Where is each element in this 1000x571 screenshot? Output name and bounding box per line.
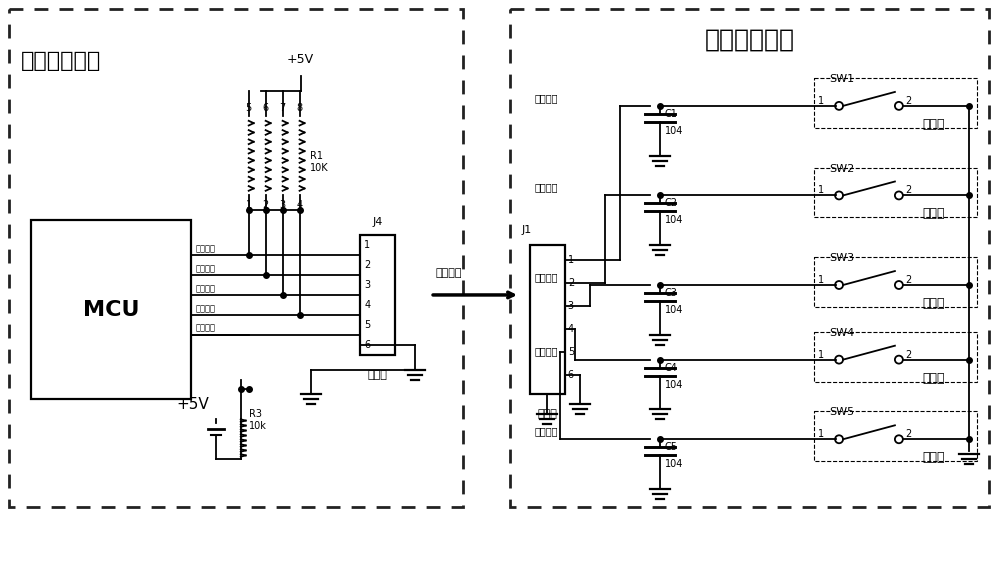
- Text: 2: 2: [263, 200, 269, 211]
- Text: 1: 1: [818, 275, 824, 285]
- Text: 1: 1: [364, 240, 371, 250]
- Text: 4: 4: [568, 324, 574, 334]
- Bar: [814, 257, 977, 307]
- Text: 2: 2: [905, 349, 911, 360]
- Text: R1: R1: [310, 151, 323, 160]
- Text: 干簧管: 干簧管: [923, 451, 945, 464]
- Text: R3: R3: [249, 409, 262, 419]
- Text: SW3: SW3: [829, 253, 854, 263]
- Text: 远程控制: 远程控制: [535, 272, 558, 282]
- Text: 104: 104: [665, 126, 683, 136]
- Text: 接插键: 接插键: [368, 369, 388, 380]
- Text: 8: 8: [296, 103, 303, 113]
- Text: SW4: SW4: [829, 328, 854, 337]
- Text: 104: 104: [665, 459, 683, 469]
- Bar: [530, 245, 565, 395]
- Text: +5V: +5V: [176, 397, 209, 412]
- Text: 5: 5: [364, 320, 371, 330]
- Text: +5V: +5V: [287, 53, 314, 66]
- Text: 2: 2: [905, 186, 911, 195]
- Text: 远程控制: 远程控制: [196, 284, 216, 293]
- Text: C5: C5: [665, 442, 678, 452]
- Bar: [814, 332, 977, 381]
- Bar: [814, 411, 977, 461]
- Text: 2: 2: [568, 278, 574, 288]
- Text: 10K: 10K: [310, 163, 328, 172]
- Text: 4: 4: [296, 200, 303, 211]
- Text: J4: J4: [373, 218, 383, 227]
- Text: MCU: MCU: [83, 300, 139, 320]
- Text: C2: C2: [665, 199, 678, 208]
- Text: 外部连线: 外部连线: [435, 268, 462, 278]
- Bar: [814, 78, 977, 128]
- Text: 1: 1: [568, 255, 574, 265]
- Text: 就地开阀: 就地开阀: [535, 347, 558, 357]
- Text: 4: 4: [364, 300, 371, 310]
- Text: 2: 2: [905, 429, 911, 439]
- Text: 6: 6: [364, 340, 371, 349]
- Text: 就地停止: 就地停止: [535, 183, 558, 192]
- Text: 接插键: 接插键: [537, 409, 557, 419]
- Text: 干簧管: 干簧管: [923, 118, 945, 131]
- Text: C3: C3: [665, 288, 677, 298]
- Text: 1: 1: [818, 349, 824, 360]
- Bar: [814, 167, 977, 218]
- Text: SW2: SW2: [829, 163, 854, 174]
- Text: SW5: SW5: [829, 407, 854, 417]
- Text: 2: 2: [905, 96, 911, 106]
- Text: 104: 104: [665, 215, 683, 226]
- Text: 104: 104: [665, 380, 683, 389]
- Text: 3: 3: [280, 200, 286, 211]
- Text: 就地关阀: 就地关阀: [196, 324, 216, 333]
- Text: 104: 104: [665, 305, 683, 315]
- Text: 3: 3: [364, 280, 371, 290]
- Text: 5: 5: [246, 103, 252, 113]
- Text: C4: C4: [665, 363, 677, 373]
- Text: 2: 2: [364, 260, 371, 270]
- Text: 干簧管: 干簧管: [923, 297, 945, 310]
- Bar: [360, 235, 395, 355]
- Text: SW1: SW1: [829, 74, 854, 84]
- Text: 7: 7: [279, 103, 286, 113]
- Text: 干簧管: 干簧管: [923, 207, 945, 220]
- Text: 2: 2: [905, 275, 911, 285]
- Text: 1: 1: [818, 429, 824, 439]
- Text: 就地控制: 就地控制: [196, 244, 216, 253]
- Text: 3: 3: [568, 301, 574, 311]
- Text: 干簧管: 干簧管: [923, 372, 945, 385]
- Text: 6: 6: [263, 103, 269, 113]
- Text: 就地开阀: 就地开阀: [196, 304, 216, 313]
- Text: 就地停止: 就地停止: [196, 264, 216, 273]
- Bar: [31, 220, 191, 400]
- Text: 1: 1: [246, 200, 252, 211]
- Text: 就地关阀: 就地关阀: [535, 427, 558, 436]
- Text: 就地控制: 就地控制: [535, 93, 558, 103]
- Text: 1: 1: [818, 186, 824, 195]
- Text: 5: 5: [568, 347, 574, 357]
- Text: J1: J1: [522, 225, 532, 235]
- Text: 1: 1: [818, 96, 824, 106]
- Text: 主控板原理图: 主控板原理图: [21, 51, 102, 71]
- Text: 旋钮板原理图: 旋钮板原理图: [704, 27, 794, 51]
- Text: 6: 6: [568, 369, 574, 380]
- Text: C1: C1: [665, 109, 677, 119]
- Text: 10k: 10k: [249, 421, 267, 431]
